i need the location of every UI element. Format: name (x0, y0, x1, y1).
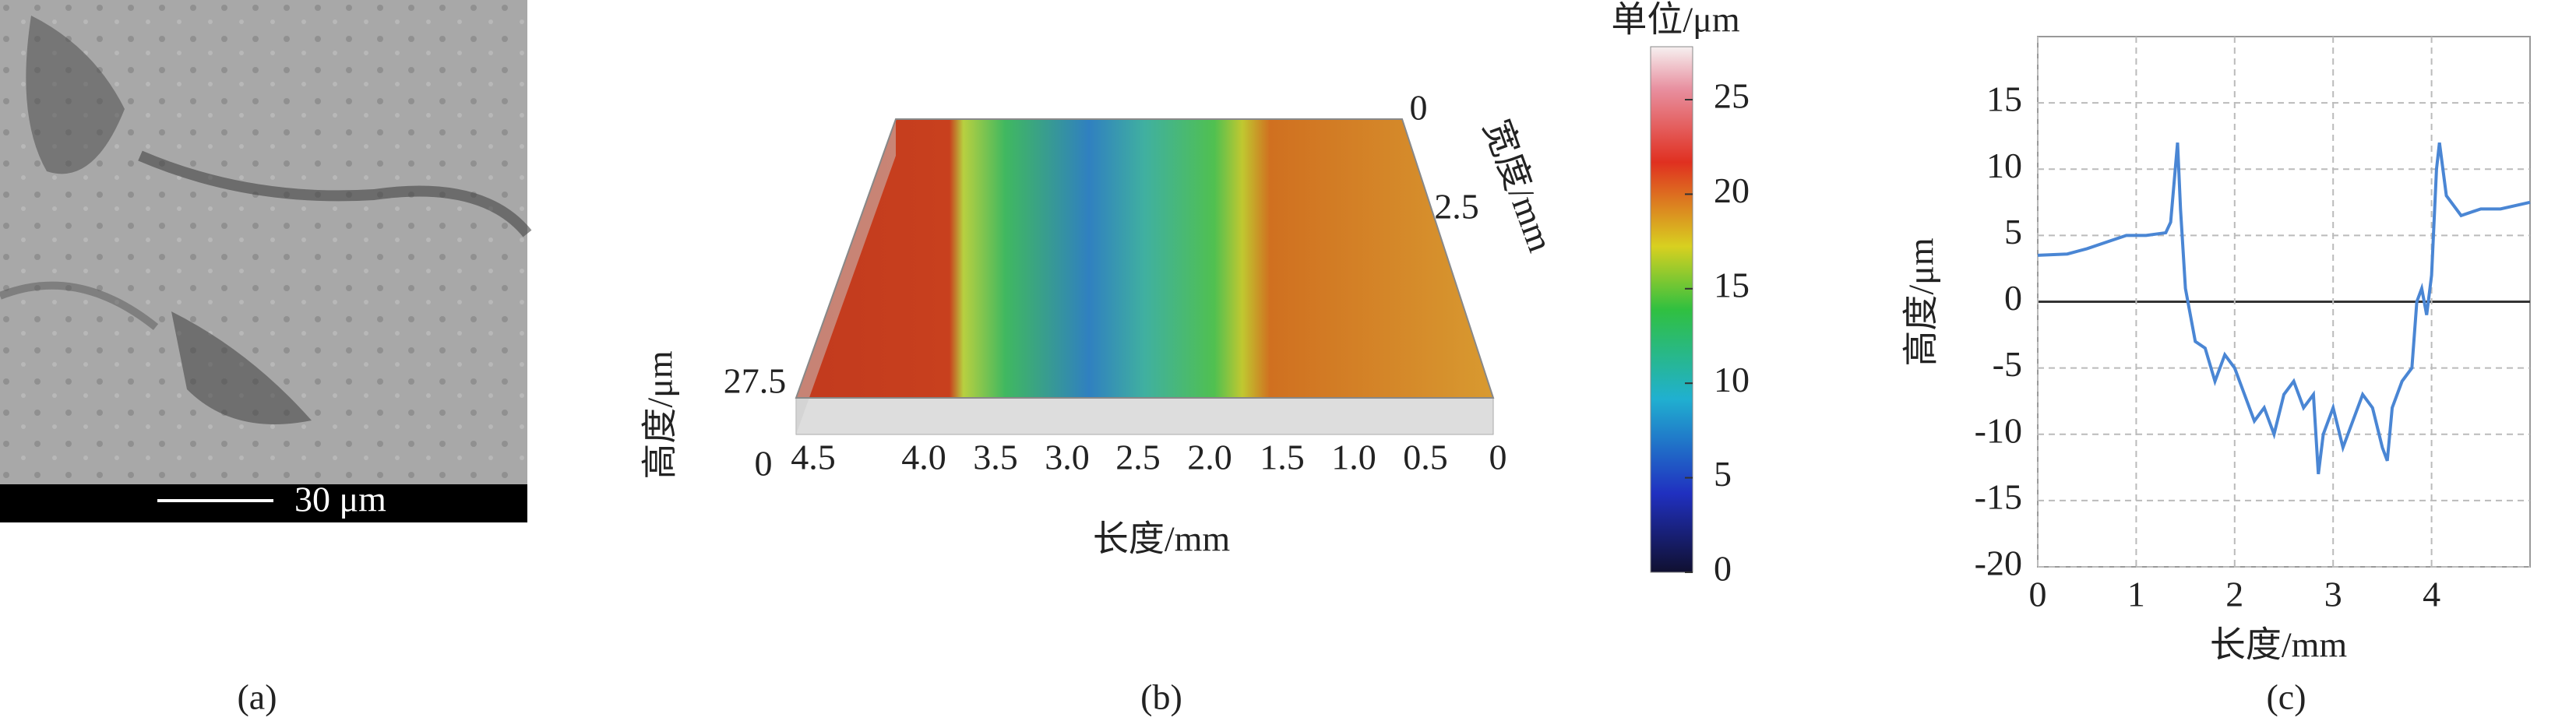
length-tick-label: 3.5 (973, 438, 1018, 477)
colorbar-tick-label: 0 (1714, 549, 1732, 589)
profile-line (2037, 142, 2531, 475)
width-label: 宽度/mm (1477, 114, 1561, 257)
length-tick-label: 3.0 (1045, 438, 1090, 477)
length-tick-label: 4.0 (901, 438, 946, 477)
y-tick-label: 5 (2004, 212, 2022, 251)
colorbar-tick-label: 20 (1714, 171, 1750, 210)
length-tick-label: 2.5 (1115, 438, 1161, 477)
height-tick-label: 27.5 (724, 361, 787, 401)
caption: (b) (1140, 677, 1182, 717)
y-tick-label: -15 (1975, 477, 2022, 516)
y-tick-label: 10 (1986, 146, 2022, 185)
micrograph: 30 μm (0, 0, 532, 522)
length-tick-label: 0.5 (1403, 438, 1448, 477)
length-label: 长度/mm (1093, 519, 1231, 559)
length-tick-label: 2.0 (1187, 438, 1232, 477)
x-tick-label: 4 (2423, 575, 2440, 614)
x-tick-label: 0 (2029, 575, 2047, 614)
y-tick-label: 0 (2004, 278, 2022, 318)
caption: (a) (237, 677, 277, 717)
length-tick-label: 4.5 (791, 438, 836, 477)
colorbar-tick-label: 25 (1714, 76, 1750, 116)
y-tick-label: -10 (1975, 410, 2022, 450)
surface (795, 118, 1495, 435)
x-tick-label: 3 (2324, 575, 2342, 614)
x-tick-label: 1 (2127, 575, 2145, 614)
width-tick-label: 2.5 (1434, 187, 1479, 227)
y-tick-label: -20 (1975, 543, 2022, 583)
height-tick-label: 0 (755, 444, 773, 484)
colorbar (1650, 46, 1693, 573)
y-tick-label: -5 (1993, 344, 2022, 384)
length-tick-label: 1.5 (1260, 438, 1305, 477)
y-axis-label: 高度/μm (1901, 237, 1941, 366)
x-tick-label: 2 (2225, 575, 2243, 614)
colorbar-tick-label: 10 (1714, 360, 1750, 399)
colorbar-tick-label: 15 (1714, 265, 1750, 304)
x-axis-label: 长度/mm (2210, 625, 2348, 665)
length-tick-label: 1.0 (1331, 438, 1376, 477)
width-tick-label: 0 (1410, 88, 1428, 128)
colorbar-tick-label: 5 (1714, 454, 1732, 494)
scale-label: 30 μm (294, 480, 386, 519)
colorbar-title: 单位/μm (1611, 0, 1739, 40)
caption: (c) (2266, 677, 2306, 717)
y-tick-label: 15 (1986, 79, 2022, 119)
height-label: 高度/μm (640, 350, 680, 479)
length-tick-label: 0 (1489, 438, 1507, 477)
